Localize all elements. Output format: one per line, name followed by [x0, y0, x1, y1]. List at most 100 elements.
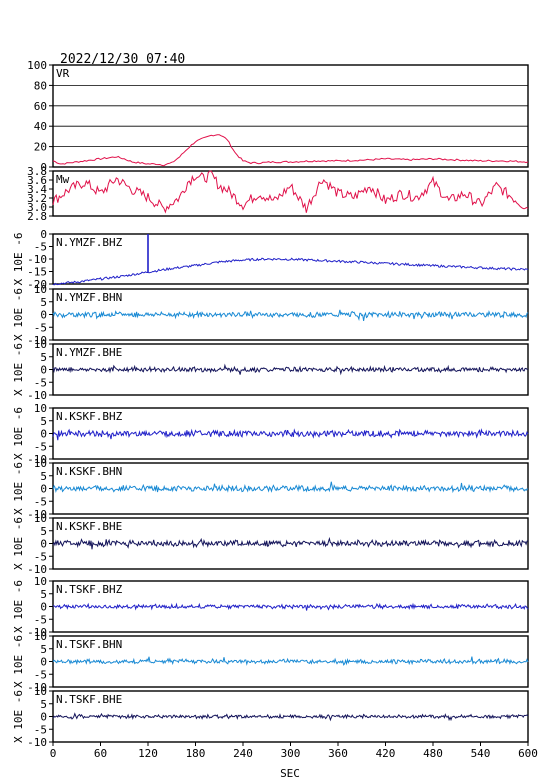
panel-label: N.KSKF.BHN: [56, 465, 122, 478]
series-tskf-bhz: [52, 602, 529, 611]
panel-vr: 100 80 60 40 20 0 VR: [27, 59, 529, 174]
y-tick-label: -20: [27, 278, 47, 291]
series-tskf-bhe: [52, 712, 529, 722]
x-tick-label: 60: [94, 747, 107, 760]
panel-label: N.TSKF.BHE: [56, 693, 122, 706]
y-tick-label: 2.8: [27, 210, 47, 223]
y-tick-label: 60: [34, 100, 47, 113]
panel-label: N.YMZF.BHN: [56, 291, 122, 304]
y-tick-label: 0: [40, 228, 47, 241]
series-ymzf-bhn: [52, 309, 529, 321]
x-tick-label: 300: [281, 747, 301, 760]
series-tskf-bhn: [52, 656, 529, 666]
y-tick-label: 5: [40, 296, 47, 309]
y-axis-label: X 10E -6: [12, 288, 25, 341]
y-tick-label: -5: [34, 550, 47, 563]
y-tick-label: 0: [40, 161, 47, 174]
panel-frame: [52, 64, 529, 168]
y-tick-label: 0: [40, 711, 47, 724]
y-tick-label: 0: [40, 364, 47, 377]
x-tick-label: 240: [233, 747, 253, 760]
series-vr: [52, 134, 529, 167]
y-tick-label: 10: [34, 338, 47, 351]
y-axis-label: X 10E -6: [12, 580, 25, 633]
y-tick-label: 0: [40, 656, 47, 669]
y-tick-label: 3.2: [27, 192, 47, 205]
y-tick-label: -10: [27, 253, 47, 266]
panel-label: N.TSKF.BHZ: [56, 583, 123, 596]
y-tick-label: 10: [34, 402, 47, 415]
y-tick-label: 0: [40, 483, 47, 496]
y-tick-label: 40: [34, 120, 47, 133]
panel-frame: [52, 170, 529, 217]
series-ymzf-bhe: [52, 363, 529, 376]
series-kskf-bhn: [52, 481, 529, 494]
y-tick-label: 3.6: [27, 174, 47, 187]
y-axis-label: X 10E -6: [12, 343, 25, 396]
panel-ymzf-bhz: 0-5-10-15-20X 10E -6 N.YMZF.BHZ: [12, 228, 529, 291]
panel-label: Mw: [56, 173, 70, 186]
y-tick-label: 0: [40, 309, 47, 322]
y-tick-label: -5: [34, 495, 47, 508]
x-tick-label: 120: [138, 747, 158, 760]
y-tick-label: 5: [40, 643, 47, 656]
y-tick-label: -15: [27, 266, 47, 279]
series-ymzf-bhz: [52, 257, 529, 286]
y-tick-label: 5: [40, 415, 47, 428]
y-tick-label: 10: [34, 512, 47, 525]
y-tick-label: -10: [27, 563, 47, 576]
panels-group: 100806040200VR3.83.63.43.23.02.8Mw0-5-10…: [12, 59, 529, 749]
y-tick-label: -5: [34, 723, 47, 736]
x-axis: 0 60 120 180 240 300 360 420 480 540 600: [50, 742, 538, 760]
y-tick-label: -10: [27, 508, 47, 521]
x-tick-label: 180: [186, 747, 206, 760]
panel-label: N.YMZF.BHZ: [56, 236, 123, 249]
panel-mw: 3.83.63.43.23.02.8 Mw: [27, 165, 529, 223]
timestamp-label: 2022/12/30 07:40: [60, 52, 185, 67]
panel-label: N.TSKF.BHN: [56, 638, 122, 651]
y-tick-label: -10: [27, 453, 47, 466]
y-tick-label: -5: [34, 440, 47, 453]
y-tick-label: 10: [34, 685, 47, 698]
y-axis-label: X 10E -6: [12, 690, 25, 743]
y-tick-label: 0: [40, 601, 47, 614]
y-tick-label: -5: [34, 376, 47, 389]
panel-label: N.KSKF.BHZ: [56, 410, 123, 423]
y-tick-label: 10: [34, 283, 47, 296]
panel-label: N.KSKF.BHE: [56, 520, 122, 533]
y-axis-label: X 10E -6: [12, 462, 25, 515]
y-tick-label: -5: [34, 613, 47, 626]
y-tick-label: 100: [27, 59, 47, 72]
y-tick-label: -10: [27, 334, 47, 347]
x-axis-label: SEC: [280, 767, 300, 780]
y-tick-label: 3.4: [27, 183, 47, 196]
y-axis-label: X 10E -6: [12, 517, 25, 570]
y-axis-label: X 10E -6: [12, 635, 25, 688]
y-tick-label: 5: [40, 525, 47, 538]
series-kskf-bhe: [52, 536, 529, 550]
panel-label: N.YMZF.BHE: [56, 346, 122, 359]
y-tick-label: 10: [34, 457, 47, 470]
y-tick-label: -5: [34, 241, 47, 254]
y-tick-label: 10: [34, 575, 47, 588]
y-tick-label: 0: [40, 538, 47, 551]
panel-frame: [52, 635, 529, 688]
panel-label: VR: [56, 67, 70, 80]
x-tick-label: 420: [376, 747, 396, 760]
x-tick-label: 540: [471, 747, 491, 760]
series-mw: [52, 170, 529, 214]
y-tick-label: 3.8: [27, 165, 47, 178]
y-tick-label: 5: [40, 698, 47, 711]
y-tick-label: -10: [27, 626, 47, 639]
y-tick-label: -10: [27, 389, 47, 402]
x-tick-label: 0: [50, 747, 57, 760]
